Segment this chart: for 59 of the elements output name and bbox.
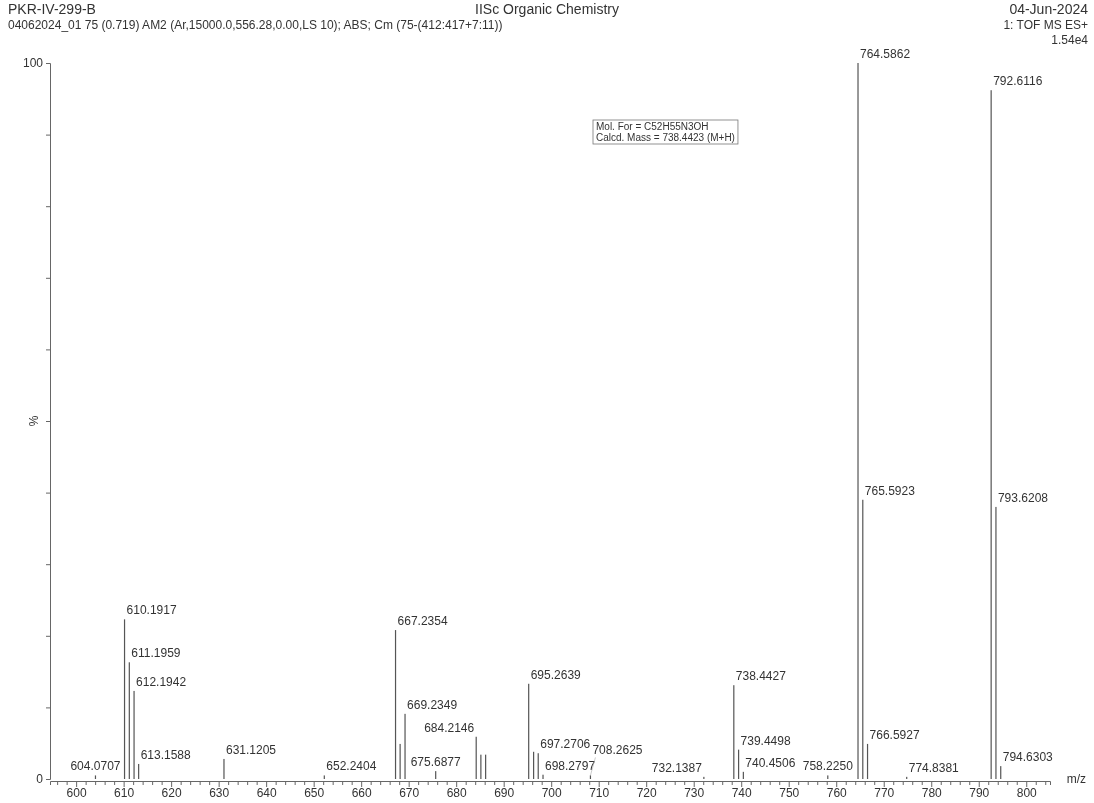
- text: 1.54e4: [1051, 33, 1089, 47]
- annotation: 792.6116: [993, 74, 1043, 89]
- text: 1: TOF MS ES+: [1003, 18, 1088, 32]
- annotation: 604.0707: [70, 759, 121, 774]
- annotation: 738.4427: [735, 669, 787, 684]
- annotation: 774.8381: [908, 760, 960, 775]
- x-tick-label: 670: [399, 785, 420, 800]
- annotation: 613.1588: [140, 747, 192, 762]
- y-tick-label: 0: [36, 772, 44, 787]
- annotation: 765.5923: [864, 483, 916, 498]
- annotation: 669.2349: [407, 697, 458, 712]
- x-tick-label: 660: [351, 785, 372, 800]
- x-tick-label: 680: [446, 785, 468, 800]
- x-tick-label: 760: [826, 785, 848, 800]
- x-tick-label: 710: [589, 785, 610, 800]
- x-tick-label: 750: [779, 785, 800, 800]
- x-axis-title: m/z: [1066, 772, 1086, 786]
- text: 04-Jun-2024: [1009, 1, 1089, 17]
- annotation: 758.2250: [802, 759, 854, 774]
- chart-subtitle: 04062024_01 75 (0.719) AM2 (Ar,15000.0,556.28,0.00,LS 10); ABS; Cm (75-(412:417+7:11)): [8, 18, 503, 32]
- x-tick-label: 610: [114, 785, 135, 800]
- annotation: 794.6303: [1002, 750, 1054, 765]
- annotation: Mol. For = C52H55N3OH Calcd. Mass = 738.4423 (M+H): [596, 121, 735, 143]
- x-tick-label: 600: [66, 785, 87, 800]
- x-tick-label: 650: [304, 785, 325, 800]
- chart-title: IISc Organic Chemistry: [475, 1, 619, 17]
- annotation: 612.1942: [136, 674, 187, 689]
- x-tick-label: 790: [969, 785, 990, 800]
- annotation: 610.1917: [126, 603, 177, 618]
- annotation: 695.2639: [530, 667, 582, 682]
- annotation: 732.1387: [651, 760, 703, 775]
- x-tick-label: 690: [494, 785, 515, 800]
- annotation: 611.1959: [131, 646, 181, 661]
- annotation: 675.6877: [410, 755, 462, 770]
- annotation: 766.5927: [869, 727, 920, 742]
- x-tick-label: 720: [636, 785, 658, 800]
- annotation: 684.2146: [424, 720, 475, 735]
- annotation: 652.2404: [326, 759, 377, 774]
- annotation: 739.4498: [740, 733, 791, 748]
- annotation: 697.2706: [540, 737, 591, 752]
- annotation: 764.5862: [860, 47, 911, 61]
- annotation: 667.2354: [397, 614, 448, 629]
- annotation: 793.6208: [997, 490, 1049, 505]
- text: PKR-IV-299-B: [8, 1, 96, 17]
- x-tick-label: 640: [256, 785, 277, 800]
- annotation: 698.2797: [545, 758, 596, 773]
- x-tick-label: 740: [731, 785, 753, 800]
- x-tick-label: 780: [921, 785, 943, 800]
- x-tick-label: 770: [874, 785, 895, 800]
- annotation: 740.4506: [745, 755, 796, 770]
- x-tick-label: 630: [209, 785, 230, 800]
- x-tick-label: 730: [684, 785, 705, 800]
- annotation: 631.1205: [225, 742, 277, 757]
- x-tick-label: 800: [1016, 785, 1038, 800]
- y-axis-title: %: [27, 415, 41, 427]
- x-tick-label: 620: [161, 785, 182, 800]
- annotation: 708.2625: [592, 743, 643, 758]
- x-tick-label: 700: [541, 785, 563, 800]
- y-tick-label: 100: [22, 56, 44, 71]
